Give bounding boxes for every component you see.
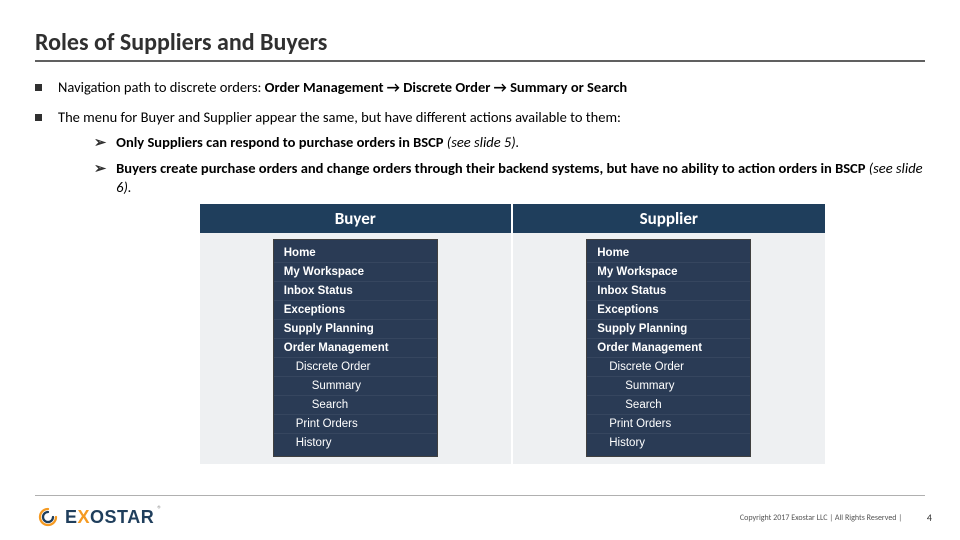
bullet-plain: The menu for Buyer and Supplier appear t… (58, 108, 621, 126)
menu-item-my-workspace[interactable]: My Workspace (587, 263, 750, 282)
page-number: 4 (927, 511, 932, 524)
bullet-item: The menu for Buyer and Supplier appear t… (35, 108, 930, 198)
sub-bold: Only Suppliers can respond to purchase o… (116, 133, 443, 151)
column-body: Home My Workspace Inbox Status Exception… (200, 233, 513, 464)
menu-item-inbox-status[interactable]: Inbox Status (274, 282, 437, 301)
menu-item-order-management[interactable]: Order Management (587, 339, 750, 358)
menu-item-exceptions[interactable]: Exceptions (587, 301, 750, 320)
bullet-prefix: Navigation path to discrete orders: (58, 78, 265, 96)
bullet-text: The menu for Buyer and Supplier appear t… (58, 108, 930, 198)
exostar-logo: EXOSTAR ® (35, 506, 162, 528)
copyright-text: Copyright 2017 Exostar LLC | All Rights … (740, 513, 902, 523)
menu-item-order-management[interactable]: Order Management (274, 339, 437, 358)
menu-item-print-orders[interactable]: Print Orders (274, 415, 437, 434)
menu-item-supply-planning[interactable]: Supply Planning (274, 320, 437, 339)
buyer-column: Buyer Home My Workspace Inbox Status Exc… (200, 204, 513, 464)
title-underline (35, 60, 925, 62)
page-title: Roles of Suppliers and Buyers (35, 28, 327, 57)
chevron-right-icon: ➢ (94, 159, 106, 198)
logo-text: EXOSTAR (65, 507, 154, 528)
menu-item-history[interactable]: History (274, 434, 437, 452)
footer-divider (35, 495, 925, 496)
menu-item-summary[interactable]: Summary (587, 377, 750, 396)
menu-item-search[interactable]: Search (587, 396, 750, 415)
menu-item-exceptions[interactable]: Exceptions (274, 301, 437, 320)
menu-item-discrete-order[interactable]: Discrete Order (587, 358, 750, 377)
menu-item-print-orders[interactable]: Print Orders (587, 415, 750, 434)
sub-bold: Buyers create purchase orders and change… (116, 159, 865, 177)
menu-item-inbox-status[interactable]: Inbox Status (587, 282, 750, 301)
column-header: Supplier (513, 204, 826, 233)
menu-item-summary[interactable]: Summary (274, 377, 437, 396)
sub-italic: (see slide 5). (444, 133, 520, 151)
menu-item-supply-planning[interactable]: Supply Planning (587, 320, 750, 339)
bullet-text: Navigation path to discrete orders: Orde… (58, 78, 930, 98)
registered-icon: ® (157, 504, 162, 515)
bullet-bold: Order Management → Discrete Order → Summ… (265, 78, 628, 96)
logo-spiral-icon (35, 506, 61, 528)
menu-item-history[interactable]: History (587, 434, 750, 452)
column-header: Buyer (200, 204, 513, 233)
menu-item-home[interactable]: Home (587, 244, 750, 263)
column-body: Home My Workspace Inbox Status Exception… (513, 233, 826, 464)
nav-menu-supplier: Home My Workspace Inbox Status Exception… (586, 239, 751, 457)
sub-bullet-text: Only Suppliers can respond to purchase o… (116, 133, 930, 153)
square-bullet-icon (35, 114, 42, 121)
menu-item-discrete-order[interactable]: Discrete Order (274, 358, 437, 377)
square-bullet-icon (35, 84, 42, 91)
sub-bullet: ➢ Only Suppliers can respond to purchase… (94, 133, 930, 153)
chevron-right-icon: ➢ (94, 133, 106, 153)
sub-bullet: ➢ Buyers create purchase orders and chan… (94, 159, 930, 198)
nav-menu-buyer: Home My Workspace Inbox Status Exception… (273, 239, 438, 457)
logo-text-x: X (78, 507, 91, 527)
bullet-list: Navigation path to discrete orders: Orde… (35, 78, 930, 208)
supplier-column: Supplier Home My Workspace Inbox Status … (513, 204, 826, 464)
logo-text-ostar: OSTAR (90, 507, 154, 527)
two-column-panel: Buyer Home My Workspace Inbox Status Exc… (200, 204, 825, 464)
bullet-item: Navigation path to discrete orders: Orde… (35, 78, 930, 98)
menu-item-home[interactable]: Home (274, 244, 437, 263)
menu-item-search[interactable]: Search (274, 396, 437, 415)
slide: Roles of Suppliers and Buyers Navigation… (0, 0, 960, 540)
menu-item-my-workspace[interactable]: My Workspace (274, 263, 437, 282)
sub-bullet-text: Buyers create purchase orders and change… (116, 159, 930, 198)
logo-text-e: E (65, 507, 78, 527)
